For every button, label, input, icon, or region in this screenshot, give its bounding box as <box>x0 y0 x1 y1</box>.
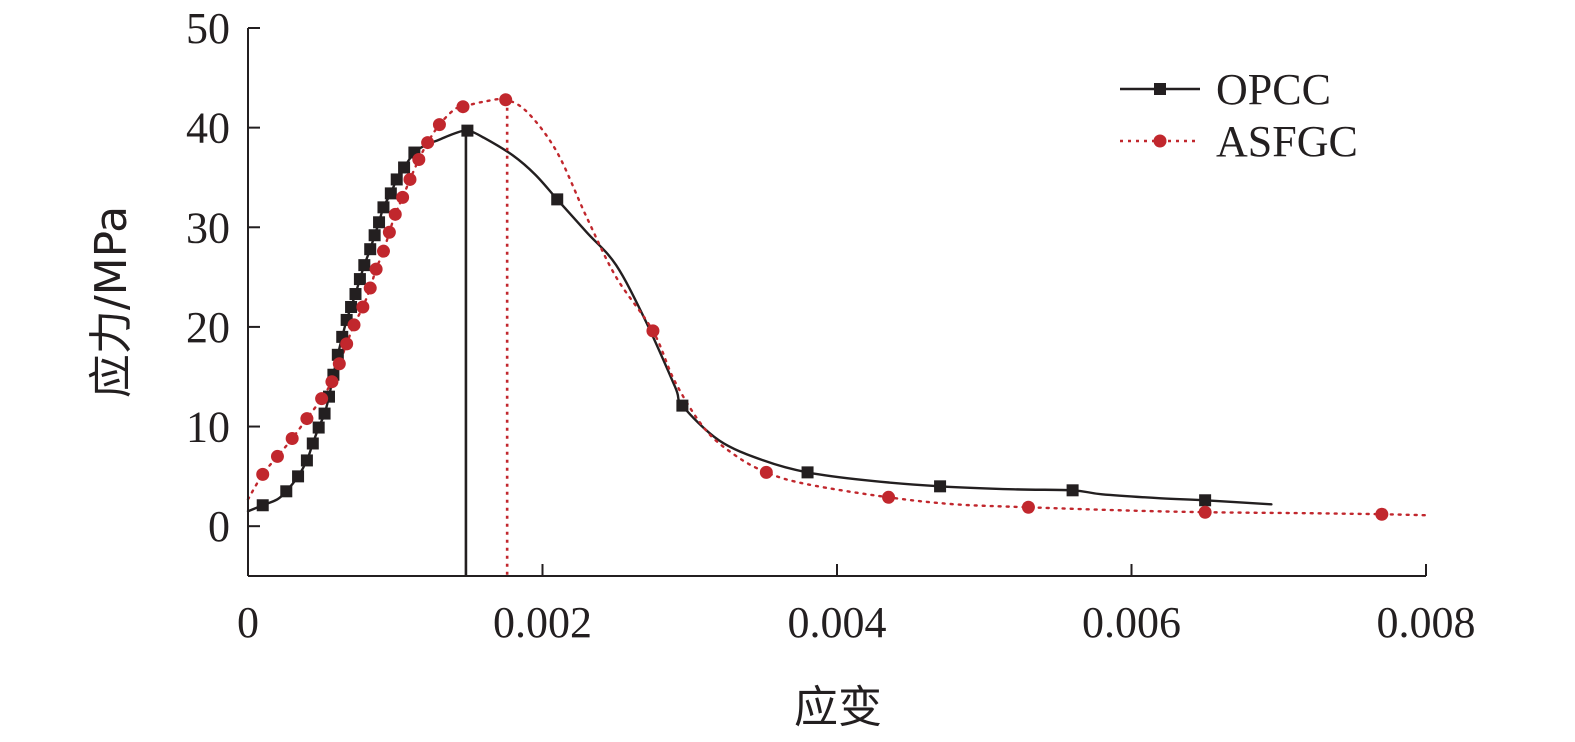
legend-label-opcc: OPCC <box>1216 65 1331 114</box>
legend-item-asfgc: ASFGC <box>1120 117 1358 166</box>
data-point-opcc <box>676 399 689 412</box>
data-point-asfgc <box>270 449 284 463</box>
data-point-asfgc <box>882 490 896 504</box>
data-point-opcc <box>349 288 362 301</box>
x-tick-label: 0 <box>237 598 259 647</box>
data-point-asfgc <box>300 412 314 426</box>
data-point-opcc <box>373 216 386 229</box>
legend-item-opcc: OPCC <box>1120 65 1331 114</box>
plot-markers <box>256 93 1389 521</box>
data-point-asfgc <box>396 190 410 204</box>
data-point-opcc <box>551 193 564 206</box>
y-axis-title: 应力/MPa <box>86 206 137 398</box>
data-point-asfgc <box>1198 505 1212 519</box>
data-point-asfgc <box>421 136 435 150</box>
data-point-asfgc <box>315 392 329 406</box>
data-point-asfgc <box>356 300 370 314</box>
data-point-opcc <box>368 229 381 242</box>
data-point-opcc <box>390 173 403 186</box>
legend-marker-opcc <box>1154 83 1166 95</box>
y-tick-label: 50 <box>186 4 230 53</box>
data-point-opcc <box>300 454 313 467</box>
data-point-opcc <box>801 466 814 479</box>
data-point-opcc <box>345 300 358 313</box>
x-axis-title: 应变 <box>794 682 882 733</box>
x-tick-label: 0.004 <box>788 598 887 647</box>
data-point-asfgc <box>363 281 377 295</box>
data-point-opcc <box>358 259 371 272</box>
data-point-opcc <box>364 243 377 256</box>
data-point-opcc <box>461 124 474 137</box>
x-tick-label: 0.002 <box>493 598 592 647</box>
data-point-asfgc <box>325 375 339 389</box>
data-point-asfgc <box>759 465 773 479</box>
data-point-opcc <box>256 499 269 512</box>
x-ticks: 0 0.002 0.004 0.006 0.008 <box>237 564 1476 647</box>
data-point-opcc <box>280 485 293 498</box>
y-tick-label: 0 <box>208 502 230 551</box>
data-point-opcc <box>1199 494 1212 507</box>
data-point-asfgc <box>403 172 417 186</box>
y-tick-label: 20 <box>186 303 230 352</box>
y-ticks: 0 10 20 30 40 50 <box>186 4 260 551</box>
data-point-asfgc <box>256 467 270 481</box>
data-point-asfgc <box>1375 507 1389 521</box>
data-point-asfgc <box>340 337 354 351</box>
data-point-opcc <box>292 470 305 483</box>
y-tick-label: 10 <box>186 403 230 452</box>
data-point-asfgc <box>382 225 396 239</box>
legend: OPCC ASFGC <box>1120 65 1358 166</box>
plot-lines <box>246 97 1428 576</box>
data-point-asfgc <box>369 262 383 276</box>
legend-marker-asfgc <box>1153 134 1167 148</box>
data-point-asfgc <box>456 100 470 114</box>
series-line-opcc <box>246 129 1273 513</box>
data-point-asfgc <box>376 244 390 258</box>
data-point-asfgc <box>412 153 426 167</box>
data-point-opcc <box>353 273 366 286</box>
data-point-opcc <box>318 407 331 420</box>
data-point-asfgc <box>388 207 402 221</box>
data-point-asfgc <box>332 357 346 371</box>
legend-label-asfgc: ASFGC <box>1216 117 1358 166</box>
y-tick-label: 40 <box>186 104 230 153</box>
data-point-asfgc <box>347 318 361 332</box>
data-point-asfgc <box>499 93 513 107</box>
data-point-asfgc <box>1021 500 1035 514</box>
data-point-opcc <box>306 437 319 450</box>
y-tick-label: 30 <box>186 203 230 252</box>
data-point-asfgc <box>646 324 660 338</box>
data-point-asfgc <box>432 118 446 132</box>
data-point-opcc <box>1066 484 1079 497</box>
data-point-opcc <box>384 187 397 200</box>
data-point-opcc <box>398 161 411 174</box>
data-point-opcc <box>312 421 325 434</box>
x-tick-label: 0.008 <box>1377 598 1476 647</box>
data-point-opcc <box>377 201 390 214</box>
x-tick-label: 0.006 <box>1082 598 1181 647</box>
data-point-asfgc <box>285 432 299 446</box>
data-point-opcc <box>934 480 947 493</box>
